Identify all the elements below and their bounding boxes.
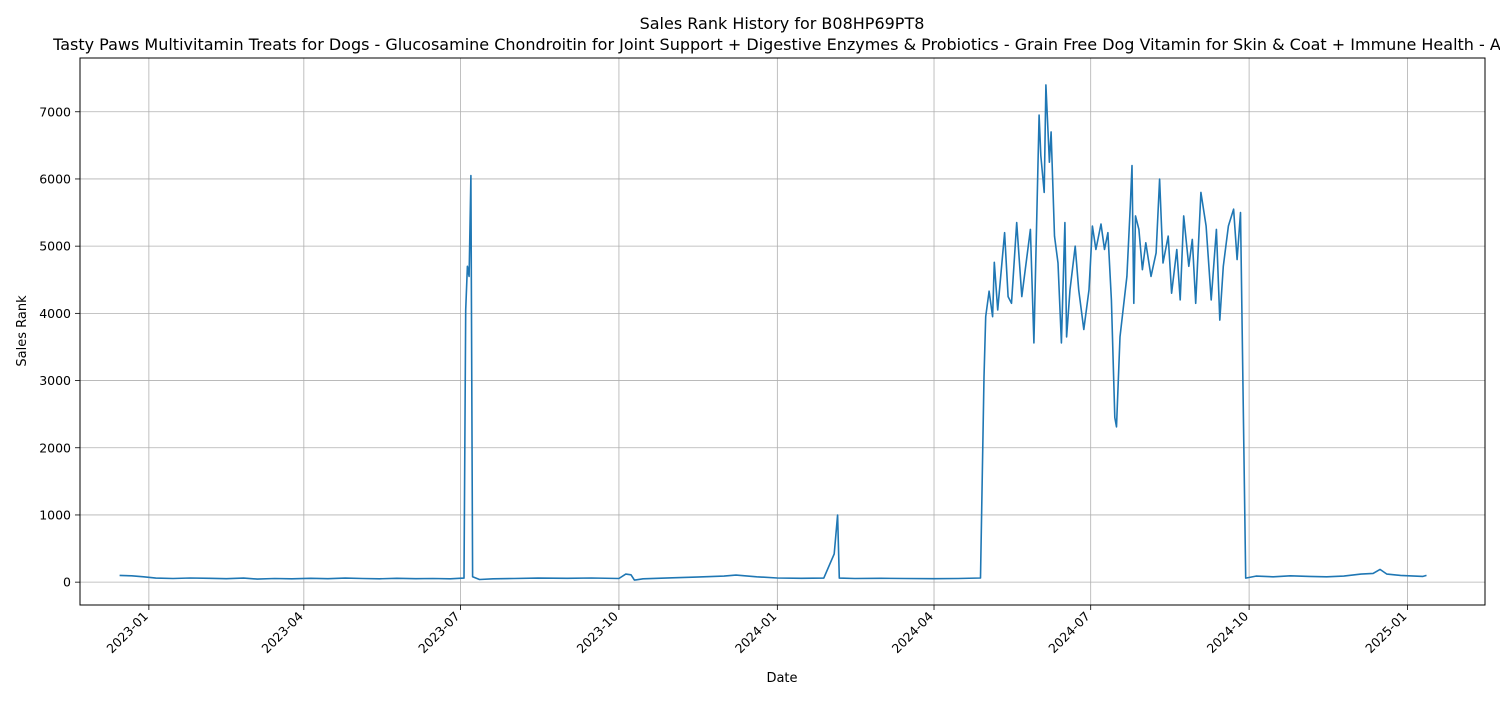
- x-axis: 2023-01 2023-04 2023-07 2023-10 2024-01 2024-…: [103, 605, 1410, 657]
- x-tick-label: 2023-04: [258, 608, 306, 656]
- y-tick-label: 3000: [39, 373, 71, 388]
- x-tick-label: 2025-01: [1362, 609, 1410, 657]
- sales-rank-series-line: [119, 84, 1427, 581]
- chart-subtitle: Tasty Paws Multivitamin Treats for Dogs …: [52, 35, 1500, 54]
- y-tick-label: 5000: [39, 239, 71, 254]
- chart-title: Sales Rank History for B08HP69PT8: [640, 14, 925, 33]
- y-axis: 0 1000 2000 3000 4000 5000 6000 7000: [39, 104, 80, 590]
- y-tick-label: 1000: [39, 507, 71, 522]
- y-tick-label: 6000: [39, 171, 71, 186]
- plot-frame: [79, 57, 1486, 606]
- x-tick-label: 2024-01: [732, 609, 780, 657]
- y-tick-label: 0: [63, 575, 71, 590]
- y-axis-label: Sales Rank: [15, 295, 30, 367]
- grid: [80, 58, 1485, 605]
- x-tick-label: 2024-07: [1045, 609, 1093, 657]
- x-tick-label: 2023-10: [574, 608, 622, 656]
- x-tick-label: 2024-04: [889, 608, 937, 656]
- x-tick-label: 2023-07: [415, 609, 463, 657]
- y-tick-label: 4000: [39, 306, 71, 321]
- y-tick-label: 2000: [39, 440, 71, 455]
- y-tick-label: 7000: [39, 104, 71, 119]
- x-axis-label: Date: [766, 671, 797, 686]
- x-tick-label: 2023-01: [103, 609, 151, 657]
- x-tick-label: 2024-10: [1204, 608, 1252, 656]
